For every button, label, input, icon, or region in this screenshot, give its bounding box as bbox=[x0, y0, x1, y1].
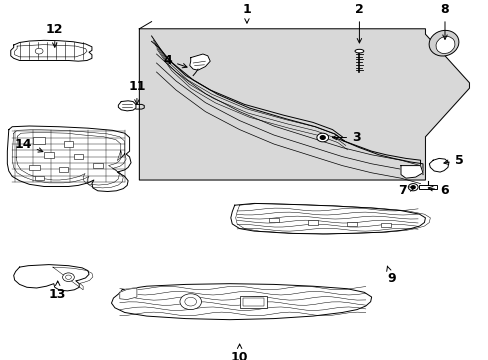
Circle shape bbox=[316, 133, 328, 142]
Bar bbox=[74, 154, 82, 159]
Text: 11: 11 bbox=[128, 80, 145, 104]
Bar bbox=[268, 218, 278, 222]
Text: 12: 12 bbox=[46, 23, 63, 47]
Text: 9: 9 bbox=[386, 266, 395, 285]
Ellipse shape bbox=[435, 36, 454, 54]
Bar bbox=[242, 298, 263, 306]
Text: 5: 5 bbox=[443, 154, 463, 167]
Bar bbox=[33, 137, 45, 144]
Polygon shape bbox=[120, 288, 137, 300]
Text: 6: 6 bbox=[427, 184, 448, 197]
Text: 8: 8 bbox=[440, 3, 448, 39]
Text: 14: 14 bbox=[14, 138, 43, 152]
Text: 1: 1 bbox=[242, 3, 251, 23]
Polygon shape bbox=[400, 166, 422, 178]
Bar bbox=[64, 141, 73, 147]
Polygon shape bbox=[111, 284, 371, 320]
Bar bbox=[239, 296, 266, 308]
Bar bbox=[35, 176, 43, 180]
Circle shape bbox=[320, 136, 325, 139]
Polygon shape bbox=[428, 158, 448, 172]
Bar bbox=[381, 223, 390, 227]
Text: 3: 3 bbox=[332, 131, 360, 144]
Ellipse shape bbox=[428, 30, 458, 56]
Bar bbox=[93, 163, 102, 168]
Text: 7: 7 bbox=[397, 184, 413, 197]
Bar bbox=[59, 167, 68, 171]
Ellipse shape bbox=[354, 49, 363, 53]
Bar bbox=[29, 165, 40, 170]
Text: 10: 10 bbox=[230, 344, 248, 360]
Circle shape bbox=[407, 184, 417, 191]
Polygon shape bbox=[7, 126, 131, 192]
Polygon shape bbox=[11, 40, 92, 61]
Polygon shape bbox=[139, 29, 468, 180]
Text: 13: 13 bbox=[49, 281, 66, 301]
Polygon shape bbox=[118, 101, 136, 111]
Polygon shape bbox=[189, 54, 210, 70]
Bar bbox=[418, 185, 436, 189]
Circle shape bbox=[62, 273, 74, 282]
Circle shape bbox=[410, 186, 414, 189]
Circle shape bbox=[184, 297, 196, 306]
Text: 2: 2 bbox=[354, 3, 363, 43]
Circle shape bbox=[65, 275, 71, 279]
Polygon shape bbox=[230, 203, 425, 234]
Bar bbox=[307, 220, 317, 225]
Bar bbox=[346, 222, 356, 226]
Circle shape bbox=[35, 48, 43, 54]
Circle shape bbox=[180, 294, 201, 310]
Text: 4: 4 bbox=[163, 54, 187, 68]
Polygon shape bbox=[14, 265, 89, 291]
Bar bbox=[44, 152, 54, 158]
